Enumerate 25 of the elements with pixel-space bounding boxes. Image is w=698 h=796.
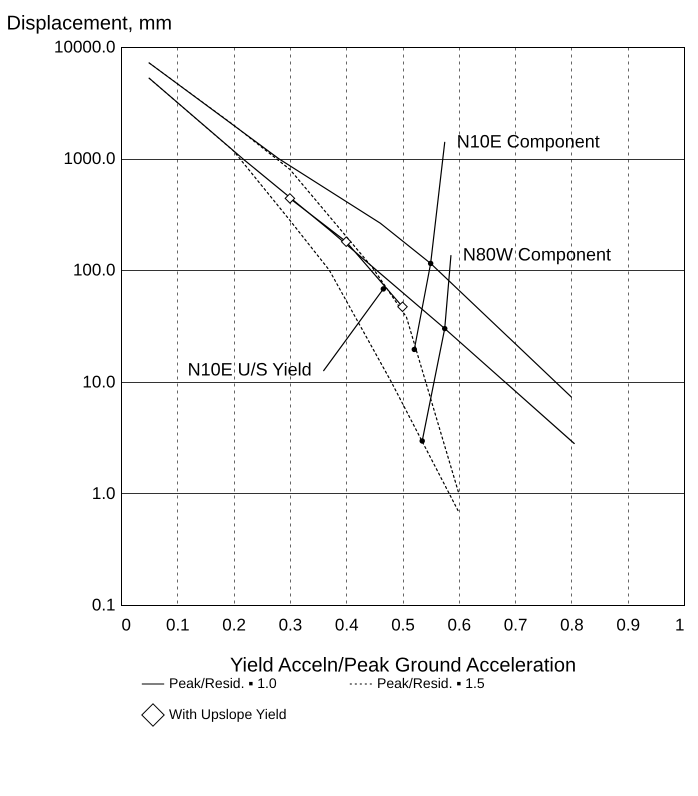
x-tick-label: 0.4 xyxy=(334,616,359,634)
x-tick-label: 0.3 xyxy=(278,616,302,634)
annotation: N10E Component xyxy=(456,131,600,152)
x-axis-title: Yield Acceln/Peak Ground Acceleration xyxy=(230,654,576,676)
x-tick-label: 1 xyxy=(675,616,684,634)
legend-label: With Upslope Yield xyxy=(169,706,287,722)
x-tick-label: 0 xyxy=(122,616,131,634)
y-tick-label: 100.0 xyxy=(72,260,116,280)
y-axis-title: Displacement, mm xyxy=(6,12,172,34)
y-tick-label: 10.0 xyxy=(82,372,116,392)
y-tick-label: 10000.0 xyxy=(54,38,116,56)
annotation: N80W Component xyxy=(462,244,611,265)
x-tick-label: 0.8 xyxy=(560,616,584,634)
x-tick-label: 0.2 xyxy=(222,616,246,634)
annotation: N10E U/S Yield xyxy=(188,360,312,380)
y-tick-label: 1.0 xyxy=(92,484,116,503)
x-tick-label: 0.5 xyxy=(391,616,415,634)
x-tick-label: 0.7 xyxy=(504,616,528,634)
x-tick-label: 0.6 xyxy=(447,616,472,634)
y-tick-label: 0.1 xyxy=(92,596,116,614)
legend-label: Peak/Resid. ▪ 1.5 xyxy=(377,675,485,691)
y-tick-label: 1000.0 xyxy=(64,149,116,168)
x-tick-label: 0.9 xyxy=(616,616,640,634)
x-tick-label: 0.1 xyxy=(166,616,190,634)
legend-label: Peak/Resid. ▪ 1.0 xyxy=(169,675,277,691)
